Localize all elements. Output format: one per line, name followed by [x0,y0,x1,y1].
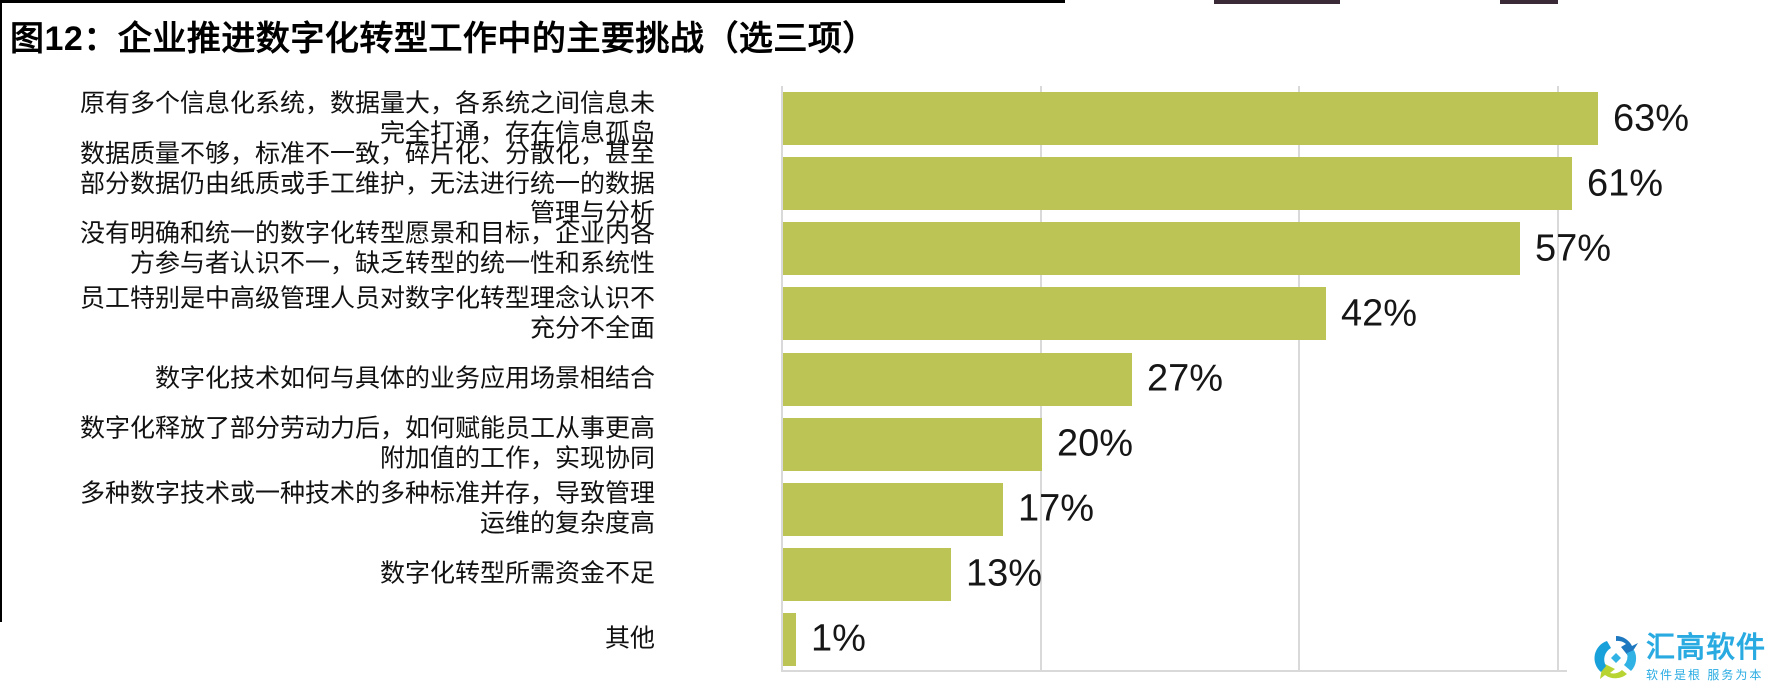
bar [783,548,951,601]
bar [783,92,1598,145]
value-label: 17% [1018,487,1095,530]
gridline-40pct [1298,86,1300,672]
value-label: 1% [811,617,866,660]
category-label: 数据质量不够，标准不一致，碎片化、分散化，甚至 部分数据仍由纸质或手工维护，无法… [79,139,655,227]
gridline-60pct [1557,86,1559,672]
bar [783,483,1003,536]
value-label: 57% [1535,227,1612,270]
bar [783,222,1520,275]
bar [783,353,1132,406]
value-label: 61% [1587,162,1664,205]
top-border-line [0,0,1065,3]
top-edge-artifact [1214,0,1340,4]
vendor-watermark: 汇高软件 软件是根 服务为本 [1591,633,1766,685]
left-border-line [0,0,2,622]
value-label: 27% [1147,357,1224,400]
circular-arrows-logo-icon [1594,636,1638,679]
value-label: 42% [1341,292,1418,335]
brand-name: 汇高软件 [1645,632,1766,664]
category-label: 没有明确和统一的数字化转型愿景和目标，企业内各 方参与者认识不一，缺乏转型的统一… [79,219,655,278]
plot-area: 63% 61% 57% 42% 27% 20% 17% 13% 1% [781,86,1768,672]
category-label: 数字化释放了部分劳动力后，如何赋能员工从事更高 附加值的工作，实现协同 [79,414,655,473]
chart-title: 图12：企业推进数字化转型工作中的主要挑战（选三项） [10,20,877,58]
category-label: 其他 [604,624,655,653]
category-label: 数字化技术如何与具体的业务应用场景相结合 [154,364,655,393]
category-axis-labels: 原有多个信息化系统，数据量大，各系统之间信息未 完全打通，存在信息孤岛 数据质量不… [0,86,655,672]
bar [783,418,1042,471]
bar [783,287,1326,340]
top-edge-artifact [1500,0,1558,4]
x-axis-line [781,670,1567,672]
value-label: 63% [1613,97,1690,140]
category-label: 多种数字技术或一种技术的多种标准并存，导致管理 运维的复杂度高 [79,479,655,538]
category-label: 数字化转型所需资金不足 [379,559,655,588]
value-label: 20% [1057,422,1134,465]
bar [783,157,1572,210]
category-label: 员工特别是中高级管理人员对数字化转型理念认识不 充分不全面 [79,284,655,343]
category-label: 原有多个信息化系统，数据量大，各系统之间信息未 完全打通，存在信息孤岛 [79,89,655,148]
brand-tagline: 软件是根 服务为本 [1645,668,1764,682]
y-axis-line [781,86,783,672]
value-label: 13% [966,552,1043,595]
bar [783,613,796,666]
